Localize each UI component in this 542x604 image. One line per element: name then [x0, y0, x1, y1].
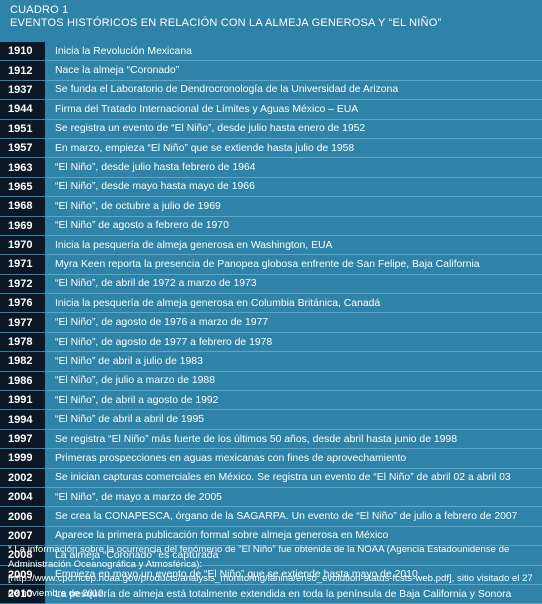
table-row: 1972 “El Niño”, de abril de 1972 a marzo …: [0, 274, 542, 295]
year-cell: 1976: [0, 294, 45, 314]
year-cell: 1968: [0, 197, 45, 217]
events-table: 1910 Inicia la Revolución Mexicana 1912 Nac…: [0, 42, 542, 604]
event-cell: Se inician capturas comerciales en Méxic…: [45, 468, 542, 488]
table-row: 1969 “El Niño” de agosto a febrero de 197…: [0, 216, 542, 236]
table-row: 1982 “El Niño” de abril a julio de 1983: [0, 352, 542, 372]
year-cell: 1937: [0, 80, 45, 101]
event-cell: Se registra un evento de “El Niño”, desd…: [45, 119, 542, 139]
table-row: 1944 Firma del Tratado Internacional de L…: [0, 100, 542, 120]
year-cell: 2002: [0, 468, 45, 488]
year-cell: 1963: [0, 158, 45, 178]
year-cell: 1965: [0, 177, 45, 198]
event-cell: “El Niño”, de abril de 1972 a marzo de 1…: [45, 274, 542, 295]
event-cell: “El Niño”, de abril a agosto de 1992: [45, 391, 542, 411]
year-cell: 1978: [0, 332, 45, 353]
year-cell: 1982: [0, 352, 45, 372]
year-cell: 1972: [0, 274, 45, 295]
event-cell: Firma del Tratado Internacional de Límit…: [45, 100, 542, 120]
year-cell: 1994: [0, 410, 45, 430]
event-cell: “El Niño”, de agosto de 1977 a febrero d…: [45, 332, 542, 353]
year-cell: 2009: [0, 565, 45, 585]
event-cell: Empieza en mayo un evento de “El Niño” q…: [45, 565, 542, 585]
event-cell: Inicia la pesquería de almeja generosa e…: [45, 235, 542, 256]
table-title: EVENTOS HISTÓRICOS EN RELACIÓN CON LA AL…: [10, 17, 442, 29]
year-cell: 1991: [0, 391, 45, 411]
year-cell: 1910: [0, 42, 45, 62]
table-row: 1997 Se registra “El Niño” más fuerte de …: [0, 429, 542, 450]
table-row: 2008 La almeja “Coronado” es capturada: [0, 546, 542, 566]
event-cell: Myra Keen reporta la presencia de Panope…: [45, 255, 542, 275]
year-cell: 1944: [0, 100, 45, 120]
table-row: 1994 “El Niño” de abril a abril de 1995: [0, 410, 542, 430]
footnote: * La información sobre la ocurrencia del…: [8, 544, 533, 599]
table-row: 1999 Primeras prospecciones en aguas mexi…: [0, 449, 542, 469]
table-row: 2002 Se inician capturas comerciales en M…: [0, 468, 542, 488]
year-cell: 2004: [0, 487, 45, 508]
event-cell: Inicia la Revolución Mexicana: [45, 42, 542, 62]
event-cell: “El Niño”, de octubre a julio de 1969: [45, 197, 542, 217]
table-row: 2006 Se crea la CONAPESCA, órgano de la S…: [0, 507, 542, 527]
year-cell: 2007: [0, 526, 45, 547]
table-row: 1986 “El Niño”, de julio a marzo de 1988: [0, 371, 542, 392]
event-cell: Nace la almeja “Coronado”: [45, 61, 542, 81]
table-row: 1965 “El Niño”, desde mayo hasta mayo de …: [0, 177, 542, 198]
event-cell: “El Niño”, desde mayo hasta mayo de 1966: [45, 177, 542, 198]
table-row: 1957 En marzo, empieza “El Niño” que se e…: [0, 138, 542, 159]
year-cell: 1970: [0, 235, 45, 256]
table-row: 2009 Empieza en mayo un evento de “El Niñ…: [0, 565, 542, 585]
table-row: 1963 “El Niño”, desde julio hasta febrero…: [0, 158, 542, 178]
table-row: 1971 Myra Keen reporta la presencia de Pa…: [0, 255, 542, 275]
table-row: 1991 “El Niño”, de abril a agosto de 1992: [0, 391, 542, 411]
year-cell: 1957: [0, 138, 45, 159]
year-cell: 1997: [0, 429, 45, 450]
event-cell: En marzo, empieza “El Niño” que se extie…: [45, 138, 542, 159]
year-cell: 1986: [0, 371, 45, 392]
table-row: 2007 Aparece la primera publicación forma…: [0, 526, 542, 547]
table-row: 1976 Inicia la pesquería de almeja genero…: [0, 294, 542, 314]
table-row: 1968 “El Niño”, de octubre a julio de 196…: [0, 197, 542, 217]
event-cell: “El Niño” de agosto a febrero de 1970: [45, 216, 542, 236]
year-cell: 1969: [0, 216, 45, 236]
table-row: 1937 Se funda el Laboratorio de Dendrocro…: [0, 80, 542, 101]
event-cell: Primeras prospecciones en aguas mexicana…: [45, 449, 542, 469]
table-row: 1910 Inicia la Revolución Mexicana: [0, 42, 542, 62]
event-cell: Se funda el Laboratorio de Dendrocronolo…: [45, 80, 542, 101]
event-cell: Aparece la primera publicación formal so…: [45, 526, 542, 547]
event-cell: Se crea la CONAPESCA, órgano de la SAGAR…: [45, 507, 542, 527]
year-cell: 1951: [0, 119, 45, 139]
event-cell: “El Niño”, desde julio hasta febrero de …: [45, 158, 542, 178]
table-row: 1978 “El Niño”, de agosto de 1977 a febre…: [0, 332, 542, 353]
year-cell: 2006: [0, 507, 45, 527]
year-cell: 2008: [0, 546, 45, 566]
event-cell: “El Niño”, de mayo a marzo de 2005: [45, 487, 542, 508]
table-row: 1970 Inicia la pesquería de almeja genero…: [0, 235, 542, 256]
year-cell: 1977: [0, 313, 45, 333]
table-row: 1977 “El Niño”, de agosto de 1976 a marzo…: [0, 313, 542, 333]
year-cell: 1999: [0, 449, 45, 469]
table-row: 2004 “El Niño”, de mayo a marzo de 2005: [0, 487, 542, 508]
year-cell: 1971: [0, 255, 45, 275]
table-number-label: CUADRO 1: [10, 4, 69, 16]
event-cell: “El Niño”, de julio a marzo de 1988: [45, 371, 542, 392]
year-cell: 2010: [0, 584, 45, 604]
table-header: CUADRO 1 EVENTOS HISTÓRICOS EN RELACIÓN …: [10, 4, 535, 30]
year-cell: 1912: [0, 61, 45, 81]
table-row: 1912 Nace la almeja “Coronado”: [0, 61, 542, 81]
event-cell: “El Niño” de abril a abril de 1995: [45, 410, 542, 430]
event-cell: “El Niño” de abril a julio de 1983: [45, 352, 542, 372]
event-cell: Inicia la pesquería de almeja generosa e…: [45, 294, 542, 314]
event-cell: Se registra “El Niño” más fuerte de los …: [45, 429, 542, 450]
table-row: 1951 Se registra un evento de “El Niño”, …: [0, 119, 542, 139]
event-cell: “El Niño”, de agosto de 1976 a marzo de …: [45, 313, 542, 333]
event-cell: La almeja “Coronado” es capturada: [45, 546, 542, 566]
